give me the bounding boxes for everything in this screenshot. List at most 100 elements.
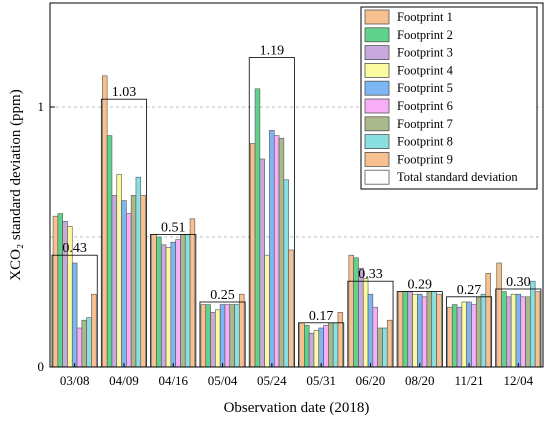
- bar: [91, 293, 97, 368]
- bar: [239, 293, 245, 368]
- bar: [323, 325, 329, 368]
- plot-frame: [49, 2, 544, 368]
- bar: [135, 176, 142, 368]
- legend-swatch: [364, 63, 390, 78]
- bar: [348, 254, 354, 368]
- bar: [175, 239, 181, 368]
- bar: [140, 195, 146, 368]
- bar: [116, 174, 122, 368]
- bar: [515, 293, 522, 368]
- x-tick-label: 06/20: [356, 373, 386, 388]
- legend-swatch: [364, 80, 390, 96]
- legend-entry: Footprint 2: [397, 28, 453, 42]
- total-label: 0.30: [506, 275, 531, 290]
- bar: [525, 296, 531, 368]
- bar: [377, 327, 383, 368]
- total-label: 0.33: [358, 267, 383, 282]
- bar: [234, 304, 240, 368]
- bar: [224, 304, 231, 368]
- bar: [501, 291, 507, 368]
- bar: [421, 296, 428, 368]
- bar: [313, 330, 320, 368]
- axis-ticks: 0 1 03/08 04/09 04/16 05/04 05/24 05/31 06/20 08/…: [38, 99, 534, 388]
- legend: Footprint 1 Footprint 2 Footprint 3 Footpri…: [360, 6, 538, 190]
- bar: [397, 291, 404, 368]
- bar: [386, 319, 393, 368]
- bar: [506, 296, 512, 368]
- x-tick-label: 04/16: [158, 373, 188, 388]
- bar: [229, 304, 235, 368]
- bar: [102, 75, 108, 368]
- bar: [184, 234, 191, 368]
- bar: [151, 234, 157, 368]
- bar: [471, 304, 477, 368]
- total-label: 0.51: [161, 220, 186, 235]
- bar: [160, 244, 167, 368]
- bar: [278, 137, 285, 368]
- bar: [288, 249, 294, 368]
- bar: [121, 200, 127, 368]
- bar: [496, 262, 502, 368]
- bar: [431, 291, 437, 368]
- bar: [249, 143, 256, 368]
- bar: [215, 309, 221, 368]
- bar: [372, 306, 378, 368]
- bar: [466, 301, 472, 368]
- legend-swatch: [364, 45, 390, 60]
- bar: [520, 296, 526, 368]
- x-tick-label: 05/24: [257, 373, 287, 388]
- total-label: 1.03: [112, 85, 137, 100]
- total-label: 0.43: [62, 241, 87, 256]
- bar: [210, 312, 216, 368]
- legend-swatch: [364, 9, 390, 25]
- bar: [318, 327, 324, 368]
- bar: [106, 135, 113, 368]
- bar: [480, 293, 487, 368]
- x-tick-label: 12/04: [504, 373, 534, 388]
- y-tick-label: 0: [38, 359, 45, 374]
- bar: [510, 293, 517, 368]
- x-tick-label: 05/31: [306, 373, 336, 388]
- bar: [456, 306, 463, 368]
- bar: [86, 317, 92, 368]
- bar: [337, 312, 344, 368]
- bar: [534, 291, 541, 368]
- y-axis-title: XCO₂ standard deviation (ppm): [8, 89, 24, 280]
- x-tick-label: 04/09: [109, 373, 139, 388]
- bar: [461, 301, 467, 368]
- bar: [71, 262, 78, 368]
- bar: [189, 218, 196, 368]
- bar: [156, 236, 162, 368]
- bar: [111, 195, 118, 368]
- x-tick-label: 08/20: [405, 373, 435, 388]
- bar: [81, 319, 87, 368]
- bar: [417, 293, 423, 368]
- bar: [165, 247, 172, 368]
- bar: [283, 179, 289, 368]
- x-tick-label: 05/04: [208, 373, 238, 388]
- bar: [362, 278, 369, 368]
- legend-entry: Footprint 3: [397, 46, 453, 60]
- bar: [170, 241, 176, 368]
- bar: [126, 213, 132, 368]
- legend-swatch: [364, 27, 390, 43]
- legend-swatch: [364, 169, 390, 185]
- bar: [530, 280, 536, 368]
- total-label: 1.19: [260, 44, 285, 59]
- bar: [269, 130, 275, 368]
- legend-entry: Footprint 7: [397, 117, 453, 131]
- total-label: 0.27: [457, 283, 482, 298]
- x-tick-label: 03/08: [60, 373, 90, 388]
- bar: [76, 327, 83, 368]
- bar: [407, 291, 413, 368]
- bar: [273, 135, 280, 368]
- bar: [219, 304, 226, 368]
- legend-swatch: [364, 98, 390, 114]
- bar: [475, 296, 482, 368]
- bar: [332, 322, 339, 368]
- legend-entry: Footprint 1: [397, 10, 453, 24]
- legend-swatch: [364, 151, 390, 167]
- bar: [485, 273, 491, 368]
- bar: [180, 234, 186, 368]
